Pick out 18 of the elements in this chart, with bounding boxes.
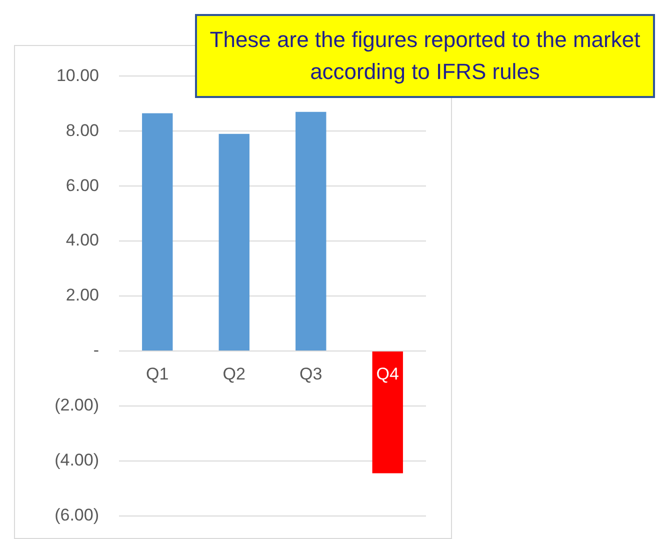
bar [142,113,173,350]
y-tick-label: (6.00) [54,505,99,524]
bar [296,112,326,350]
bar [372,351,403,474]
annotation: These are the figures reported to the market according to IFRS rules [195,14,655,98]
y-tick-label: (2.00) [54,396,99,415]
y-tick-label: 6.00 [66,176,99,195]
x-tick-label: Q1 [146,364,169,384]
y-tick-label: 8.00 [66,120,99,140]
bar [218,134,250,350]
x-tick-label: Q3 [300,364,322,384]
x-tick-label: Q2 [222,364,246,384]
y-tick-label: 2.00 [66,286,99,305]
x-tick-label: Q4 [376,364,399,384]
y-tick-label: (4.00) [54,450,99,470]
y-tick-label: - [93,340,99,360]
y-tick-label: 4.00 [66,230,99,250]
y-tick-label: 10.00 [56,66,99,85]
